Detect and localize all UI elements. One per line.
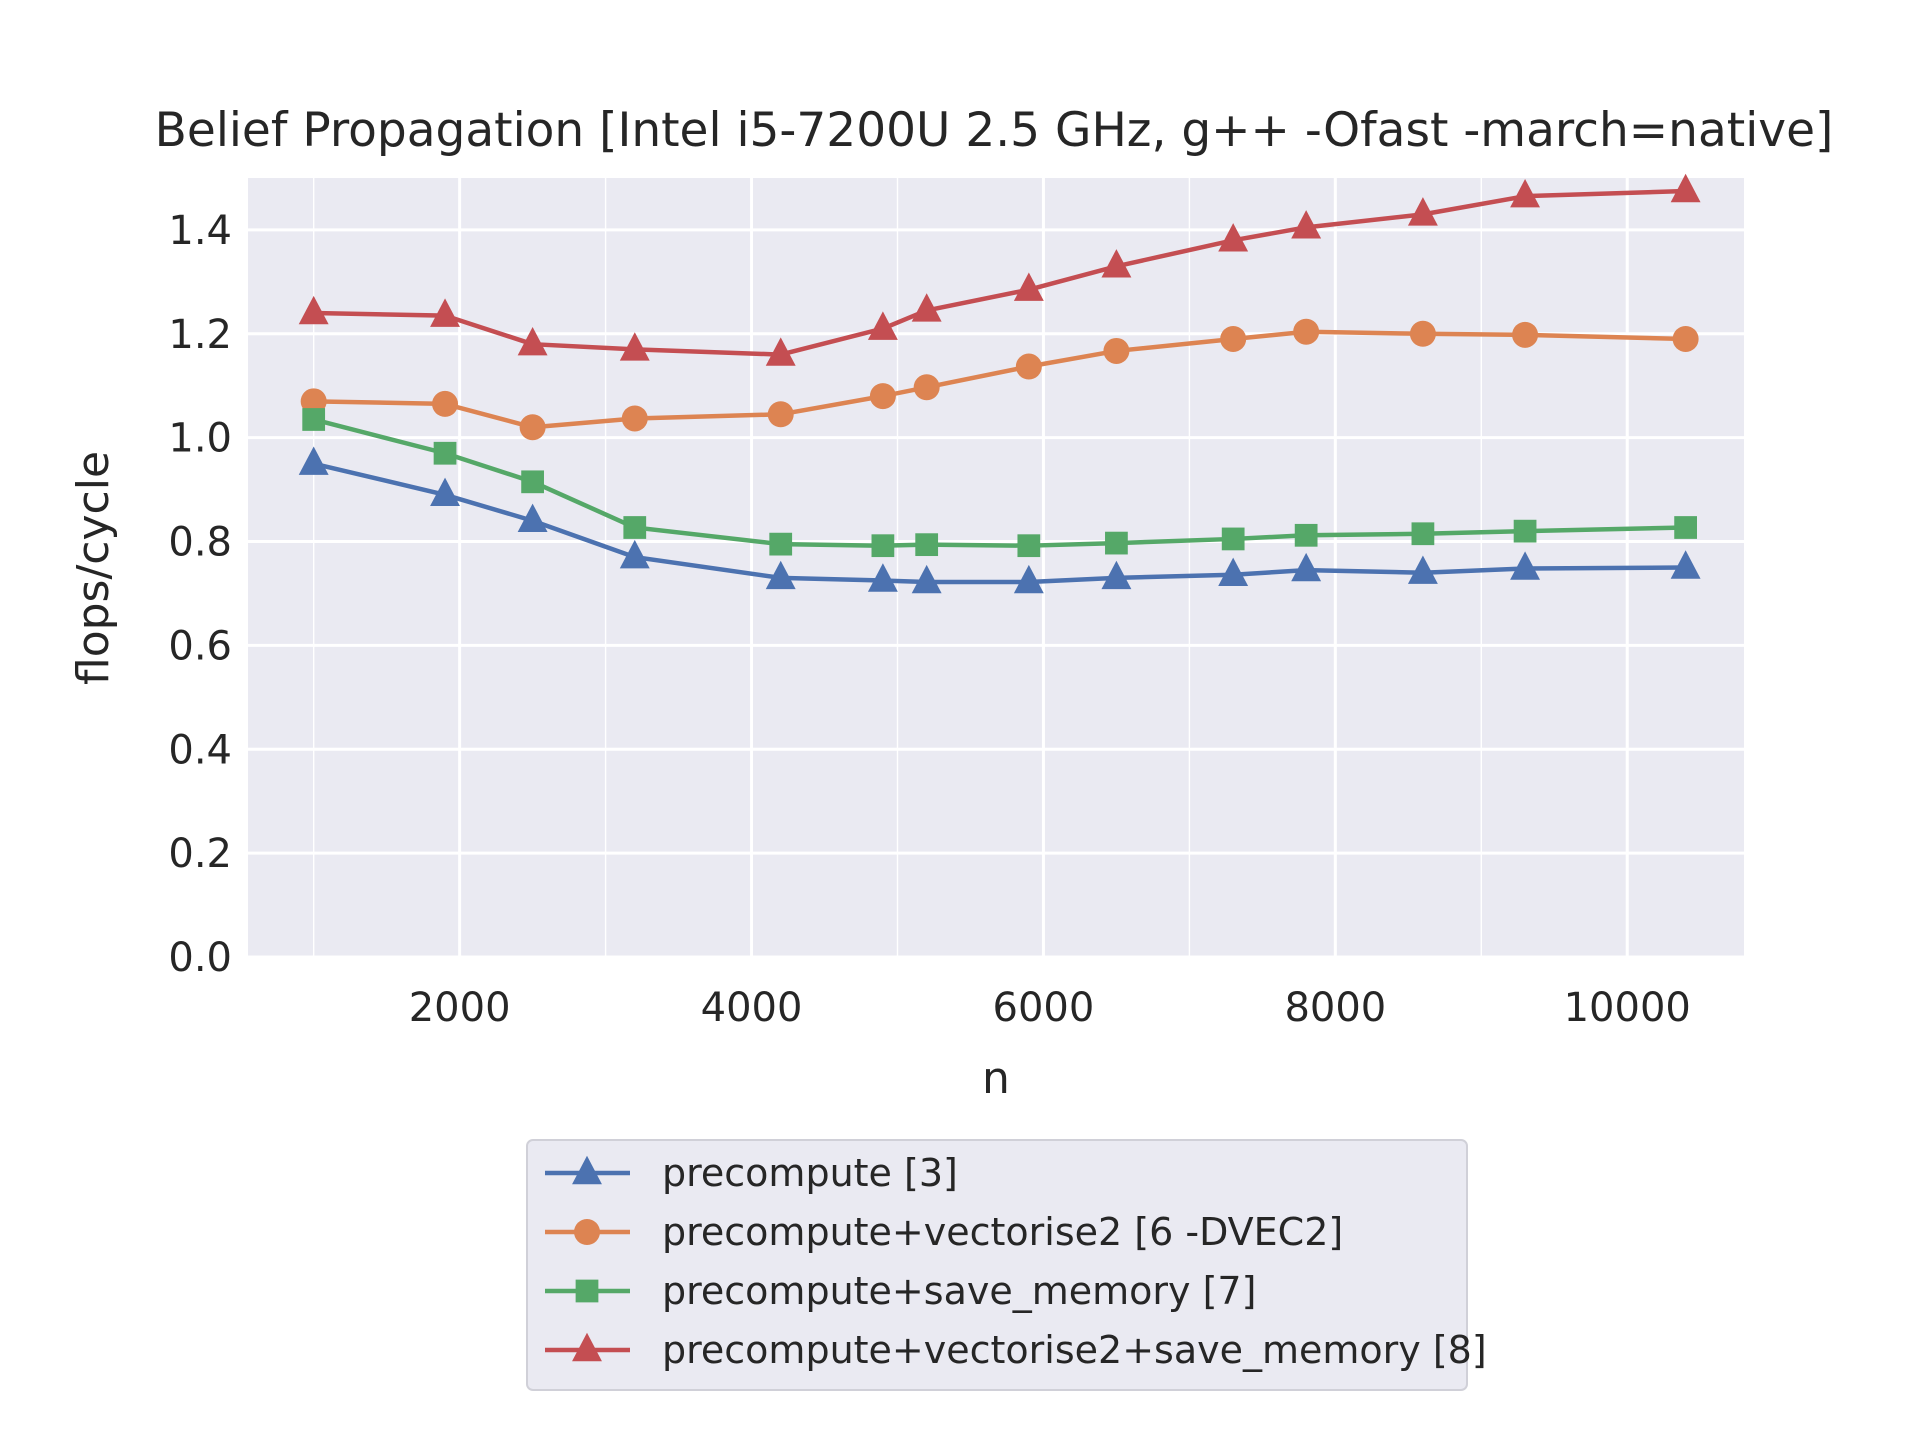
legend-item: precompute+vectorise2 [6 -DVEC2] xyxy=(545,1210,1343,1254)
legend-marker xyxy=(572,1332,602,1362)
data-point xyxy=(871,534,895,558)
legend-label: precompute [3] xyxy=(662,1151,958,1195)
y-tick-label: 0.4 xyxy=(168,727,232,773)
data-point xyxy=(1409,320,1436,347)
data-point xyxy=(430,477,460,507)
data-point xyxy=(1510,178,1541,208)
data-point xyxy=(519,414,546,441)
chart-title: Belief Propagation [Intel i5-7200U 2.5 G… xyxy=(155,103,1834,158)
data-point xyxy=(1672,325,1699,352)
data-point xyxy=(1101,560,1132,590)
x-tick-label: 2000 xyxy=(409,985,511,1031)
data-point xyxy=(867,311,898,340)
data-point xyxy=(1218,557,1249,586)
data-point xyxy=(1407,197,1438,226)
data-point xyxy=(765,560,796,590)
data-point xyxy=(1221,527,1245,551)
y-tick-label: 0.8 xyxy=(168,520,232,566)
data-point xyxy=(867,563,898,592)
data-point xyxy=(765,337,796,366)
data-point xyxy=(913,374,940,401)
data-point xyxy=(298,446,329,475)
x-tick-label: 8000 xyxy=(1284,985,1386,1031)
data-point xyxy=(1103,337,1130,364)
y-tick-label: 1.4 xyxy=(168,208,232,254)
data-point xyxy=(1294,523,1318,547)
data-point xyxy=(1017,534,1041,558)
data-point xyxy=(769,532,793,556)
legend-label: precompute+vectorise2+save_memory [8] xyxy=(662,1328,1487,1372)
data-point xyxy=(517,326,548,356)
legend-label: precompute+vectorise2 [6 -DVEC2] xyxy=(662,1210,1343,1254)
series-line xyxy=(313,188,1686,357)
data-point xyxy=(521,470,544,494)
series-1 xyxy=(298,446,1701,594)
x-tick-label: 6000 xyxy=(993,985,1095,1031)
data-point xyxy=(302,408,326,431)
series-4 xyxy=(298,173,1701,366)
y-tick-label: 0.0 xyxy=(168,935,232,981)
series-line xyxy=(313,329,1686,430)
x-axis-ticks: 2000 4000 6000 8000 10000 xyxy=(409,985,1691,1031)
plot-area xyxy=(248,178,1744,957)
data-point xyxy=(1015,353,1042,380)
legend-item: precompute+save_memory [7] xyxy=(545,1269,1256,1313)
legend-item: precompute+vectorise2+save_memory [8] xyxy=(545,1328,1487,1372)
data-point xyxy=(433,441,457,465)
x-tick-label: 10000 xyxy=(1564,985,1691,1031)
legend-marker xyxy=(574,1219,600,1245)
data-point xyxy=(767,401,794,428)
series-line xyxy=(313,417,1686,548)
data-point xyxy=(621,405,648,432)
legend-box xyxy=(526,1139,1468,1391)
data-point xyxy=(432,390,459,417)
data-point xyxy=(1670,550,1701,579)
legend-marker xyxy=(575,1279,599,1303)
data-point xyxy=(1218,223,1249,252)
x-tick-label: 4000 xyxy=(701,985,803,1031)
legend-marker xyxy=(572,1155,602,1185)
data-point xyxy=(623,516,647,539)
data-point xyxy=(1013,564,1044,594)
data-point xyxy=(1291,552,1322,582)
legend-label: precompute+save_memory [7] xyxy=(662,1269,1256,1313)
data-point xyxy=(1101,249,1132,278)
series-3 xyxy=(302,408,1697,558)
y-tick-label: 1.2 xyxy=(168,312,232,358)
y-tick-label: 0.2 xyxy=(168,831,232,877)
data-point xyxy=(619,332,650,361)
data-point xyxy=(1674,516,1697,539)
data-point xyxy=(1105,531,1128,555)
data-point xyxy=(619,539,650,569)
data-point xyxy=(1291,210,1322,239)
series xyxy=(298,173,1701,594)
data-point xyxy=(1220,325,1247,352)
data-point xyxy=(915,533,939,557)
legend-item: precompute [3] xyxy=(545,1151,958,1195)
y-tick-label: 1.0 xyxy=(168,416,232,462)
x-axis-label: n xyxy=(982,1053,1010,1104)
data-point xyxy=(1013,272,1044,301)
data-point xyxy=(911,564,942,594)
series-line xyxy=(313,461,1686,585)
data-point xyxy=(1512,321,1539,348)
series-2 xyxy=(300,318,1699,441)
y-axis-label: flops/cycle xyxy=(68,451,119,685)
data-point xyxy=(1411,522,1435,546)
y-axis-ticks: 0.0 0.2 0.4 0.6 0.8 1.0 1.2 1.4 xyxy=(168,208,232,981)
data-point xyxy=(1407,555,1438,584)
data-point xyxy=(1670,173,1701,203)
data-point xyxy=(300,388,327,415)
data-point xyxy=(911,293,942,322)
data-point xyxy=(298,295,329,325)
y-tick-label: 0.6 xyxy=(168,623,232,669)
data-point xyxy=(1513,519,1537,543)
data-point xyxy=(430,298,460,327)
data-point xyxy=(1510,551,1541,580)
data-point xyxy=(1293,318,1320,345)
data-point xyxy=(517,503,548,532)
legend: precompute [3] precompute+vectorise2 [6 -… xyxy=(526,1139,1487,1391)
data-point xyxy=(869,383,896,410)
